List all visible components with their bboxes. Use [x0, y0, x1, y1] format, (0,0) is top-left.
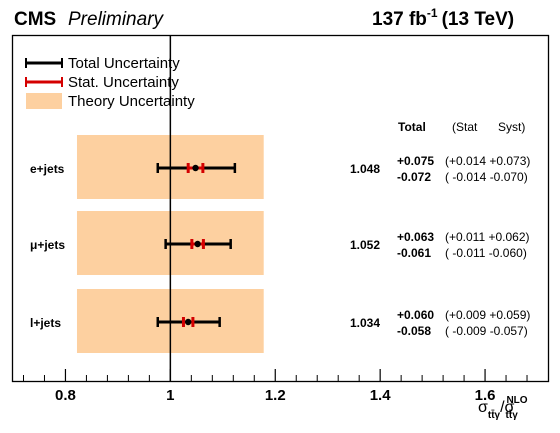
total-down: -0.058 — [397, 324, 431, 338]
x-axis-ticks: 0.8 1 1.2 1.4 1.6 — [22, 369, 528, 404]
breakdown-down: ( -0.011 -0.060) — [445, 246, 527, 260]
channel-value: 1.052 — [350, 238, 380, 252]
total-down: -0.061 — [397, 246, 431, 260]
table-header-stat: (Stat — [452, 120, 478, 134]
x-tick-label: 1.6 — [475, 387, 496, 404]
lumi-label: 137 fb-1 (13 TeV) — [372, 6, 514, 30]
x-axis-title: σtt̄γ/σNLO tt̄γ — [478, 395, 528, 421]
legend-theory-label: Theory Uncertainty — [68, 93, 195, 110]
channel-labels: e+jets 1.048 +0.075 -0.072 (+0.014 +0.073) ( … — [30, 154, 530, 338]
breakdown-up: (+0.009 +0.059) — [445, 308, 530, 322]
channel-value: 1.048 — [350, 162, 380, 176]
total-up: +0.063 — [397, 230, 434, 244]
legend: Total Uncertainty Stat. Uncertainty Theo… — [25, 55, 195, 110]
x-tick-label: 1.4 — [370, 387, 392, 404]
measurement-point — [192, 164, 199, 172]
measurement-point — [194, 240, 201, 248]
channel-name: l+jets — [30, 316, 61, 330]
legend-stat-label: Stat. Uncertainty — [68, 74, 179, 91]
x-tick-label: 1.2 — [265, 387, 286, 404]
breakdown-up: (+0.014 +0.073) — [445, 154, 530, 168]
channel-name: μ+jets — [30, 238, 65, 252]
measurement-point — [184, 318, 192, 326]
channel-name: e+jets — [30, 162, 65, 176]
breakdown-down: ( -0.009 -0.057) — [445, 324, 528, 338]
legend-total-label: Total Uncertainty — [68, 55, 180, 72]
status-label: Preliminary — [68, 9, 165, 30]
legend-theory-swatch — [26, 93, 62, 109]
total-down: -0.072 — [397, 170, 431, 184]
breakdown-up: (+0.011 +0.062) — [445, 230, 530, 244]
table-header-total: Total — [398, 120, 426, 134]
table-header-syst: Syst) — [498, 120, 525, 134]
channel-points — [156, 163, 237, 327]
x-tick-label: 1 — [166, 387, 174, 404]
breakdown-down: ( -0.014 -0.070) — [445, 170, 528, 184]
x-tick-label: 0.8 — [55, 387, 76, 404]
plot-frame — [11, 34, 550, 383]
channel-value: 1.034 — [350, 316, 380, 330]
total-up: +0.075 — [397, 154, 434, 168]
experiment-label: CMS — [14, 9, 56, 30]
total-up: +0.060 — [397, 308, 434, 322]
